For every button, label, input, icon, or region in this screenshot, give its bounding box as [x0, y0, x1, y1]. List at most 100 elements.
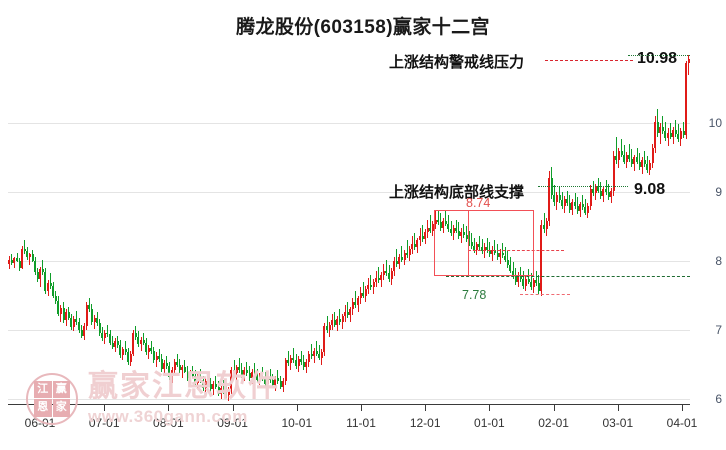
candle-body [124, 349, 127, 353]
y-axis-label: 7 [715, 323, 722, 338]
candle-body [426, 227, 429, 232]
x-axis-label: 08-01 [153, 416, 184, 430]
candle-body [455, 227, 458, 231]
candle-body [424, 232, 427, 239]
candle-body [47, 283, 50, 292]
candle-wick [471, 233, 473, 249]
candle-body [354, 302, 357, 306]
candle-body [155, 356, 158, 361]
candle-wick [261, 367, 263, 382]
candle-body [238, 367, 241, 371]
candle-body [222, 388, 225, 391]
candle-body [287, 360, 290, 364]
candle-wick [504, 247, 506, 263]
candle-body [367, 284, 370, 289]
candle-body [129, 353, 132, 362]
candle-body [481, 247, 484, 252]
candle-wick [158, 349, 160, 362]
candle-wick [597, 178, 599, 194]
candle-body [615, 156, 618, 161]
candle-wick [530, 273, 532, 291]
candle-body [137, 337, 140, 344]
candle-body [67, 312, 70, 318]
candle-body [196, 377, 199, 383]
candle-body [475, 244, 478, 250]
candle-body [514, 276, 517, 282]
candle-body [419, 236, 422, 241]
resistance-label: 上涨结构警戒线压力 [389, 54, 525, 71]
candle-body [21, 248, 24, 268]
candle-wick [662, 115, 664, 134]
candle-body [388, 273, 391, 279]
candle-body [245, 370, 248, 373]
candle-body [165, 363, 168, 366]
candle-body [375, 277, 378, 282]
x-axis-tick [489, 404, 491, 411]
candle-body [667, 132, 670, 139]
candle-wick [60, 305, 62, 322]
resistance-leader-line [545, 60, 633, 61]
x-axis-tick [168, 404, 170, 411]
candle-body [109, 334, 112, 343]
candle-body [408, 248, 411, 256]
candle-wick [166, 356, 168, 369]
candle-body [599, 190, 602, 197]
candle-body [568, 203, 571, 210]
candle-wick [339, 309, 341, 325]
candle-body [654, 121, 657, 148]
candle-body [537, 283, 540, 292]
candle-body [163, 363, 166, 369]
candle-wick [670, 122, 672, 140]
candle-body [483, 247, 486, 252]
candle-wick [481, 238, 483, 255]
candle-body [284, 360, 287, 382]
candle-body [204, 381, 207, 389]
candle-body [512, 270, 515, 277]
candle-body [413, 244, 416, 248]
candle-body [586, 205, 589, 213]
candle-body [326, 325, 329, 331]
candle-wick [440, 212, 442, 231]
candle-body [26, 251, 29, 257]
candle-wick [463, 223, 465, 238]
candle-body [499, 252, 502, 257]
consolidation-box [434, 209, 534, 277]
candle-wick [600, 182, 602, 199]
lower-red-dash-line [520, 294, 570, 296]
candle-body [323, 325, 326, 353]
candle-body [276, 378, 279, 382]
candle-body [121, 349, 124, 355]
candle-wick [238, 357, 240, 373]
candle-body [331, 320, 334, 325]
candle-body [217, 386, 220, 394]
candle-body [189, 372, 192, 379]
candle-body [103, 332, 106, 339]
candle-body [98, 323, 101, 333]
candle-body [610, 190, 613, 198]
candle-wick [112, 335, 114, 350]
candle-body [240, 370, 243, 376]
candle-body [504, 255, 507, 260]
candle-body [173, 361, 176, 371]
candle-body [517, 274, 520, 282]
candle-body [444, 220, 447, 224]
candle-wick [473, 237, 475, 253]
candle-body [336, 319, 339, 325]
candle-wick [277, 370, 279, 384]
candle-wick [646, 156, 648, 173]
candle-body [589, 189, 592, 206]
box-divider-line [468, 209, 470, 277]
candle-body [297, 359, 300, 366]
candle-wick [316, 341, 318, 357]
candle-body [65, 312, 68, 321]
page-title: 腾龙股份(603158)赢家十二宫 [236, 17, 490, 38]
candle-body [434, 219, 437, 224]
candle-wick [370, 274, 372, 291]
candle-body [93, 317, 96, 322]
candle-body [385, 270, 388, 274]
candle-body [530, 281, 533, 288]
candle-wick [478, 236, 480, 250]
candle-body [643, 160, 646, 165]
candle-wick [50, 273, 52, 289]
candle-body [28, 254, 31, 257]
